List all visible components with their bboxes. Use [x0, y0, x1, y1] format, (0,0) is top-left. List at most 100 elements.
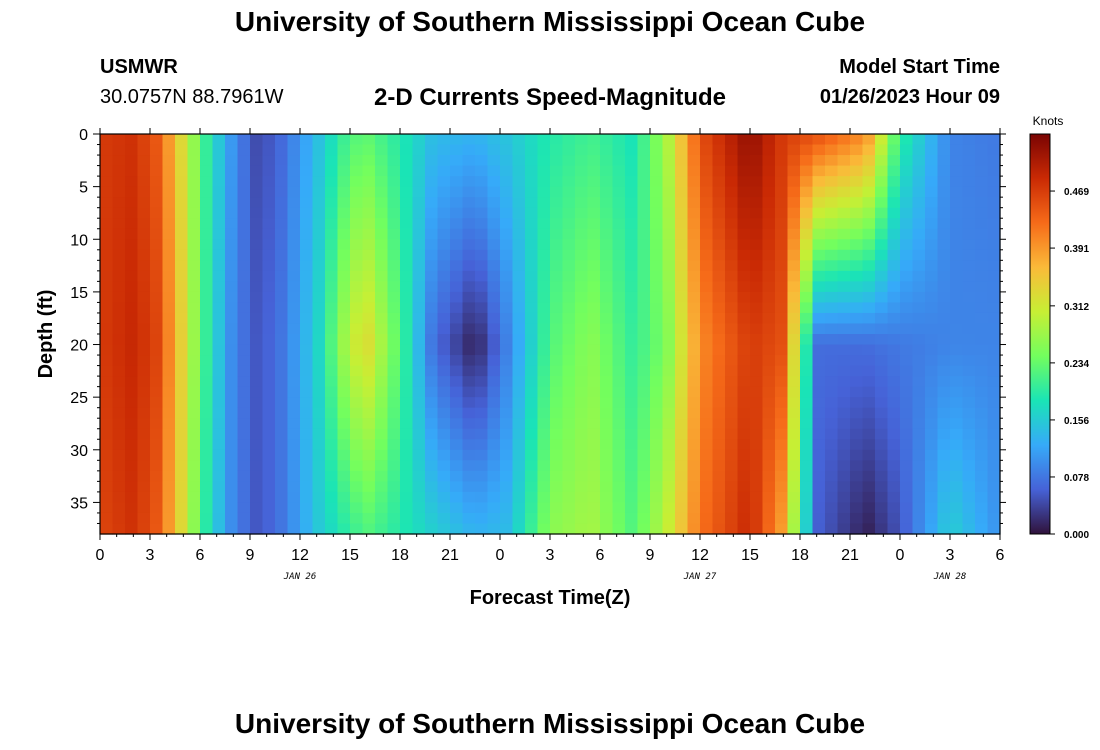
heatmap-cell	[437, 449, 451, 461]
heatmap-cell	[787, 439, 801, 451]
heatmap-cell	[862, 165, 876, 177]
heatmap-cell	[937, 260, 951, 272]
heatmap-cell	[125, 365, 139, 377]
heatmap-cell	[425, 407, 439, 419]
heatmap-cell	[425, 376, 439, 388]
heatmap-cell	[575, 481, 589, 493]
heatmap-cell	[650, 491, 664, 504]
heatmap-cell	[475, 218, 489, 230]
heatmap-cell	[912, 228, 926, 240]
heatmap-cell	[100, 512, 114, 525]
heatmap-cell	[100, 134, 114, 146]
heatmap-cell	[212, 134, 226, 146]
heatmap-cell	[875, 218, 889, 230]
heatmap-cell	[412, 470, 426, 482]
heatmap-cell	[162, 439, 176, 451]
heatmap-cell	[725, 207, 739, 219]
heatmap-cell	[875, 312, 889, 325]
heatmap-cell	[200, 439, 214, 451]
heatmap-cell	[350, 418, 364, 430]
heatmap-cell	[325, 407, 339, 419]
heatmap-cell	[362, 270, 376, 282]
heatmap-cell	[987, 439, 1001, 451]
heatmap-cell	[275, 491, 289, 504]
heatmap-cell	[887, 428, 901, 440]
heatmap-cell	[650, 218, 664, 230]
heatmap-cell	[850, 218, 864, 230]
heatmap-cell	[662, 439, 676, 451]
heatmap-cell	[175, 260, 189, 272]
x-axis-label: Forecast Time(Z)	[470, 587, 631, 609]
heatmap-cell	[737, 491, 751, 504]
heatmap-cell	[975, 407, 989, 419]
heatmap-cell	[950, 155, 964, 167]
heatmap-cell	[137, 418, 151, 430]
heatmap-cell	[975, 439, 989, 451]
heatmap-cell	[250, 460, 264, 472]
heatmap-cell	[675, 344, 689, 356]
heatmap-cell	[950, 291, 964, 304]
heatmap-cell	[975, 144, 989, 156]
heatmap-cell	[825, 155, 839, 167]
heatmap-cell	[600, 249, 614, 261]
heatmap-cell	[625, 376, 639, 388]
heatmap-cell	[937, 239, 951, 251]
heatmap-cell	[975, 386, 989, 398]
heatmap-cell	[662, 502, 676, 514]
heatmap-cell	[150, 228, 164, 240]
heatmap-cell	[750, 449, 764, 461]
heatmap-cell	[825, 481, 839, 493]
heatmap-cell	[675, 481, 689, 493]
heatmap-cell	[875, 376, 889, 388]
heatmap-cell	[387, 197, 401, 209]
heatmap-cell	[862, 207, 876, 219]
heatmap-cell	[487, 376, 501, 388]
heatmap-cell	[187, 134, 201, 146]
heatmap-cell	[187, 502, 201, 514]
heatmap-cell	[150, 239, 164, 251]
heatmap-cell	[562, 165, 576, 177]
heatmap-cell	[687, 502, 701, 514]
heatmap-cell	[637, 134, 651, 146]
heatmap-cell	[400, 365, 414, 377]
heatmap-cell	[887, 239, 901, 251]
heatmap-cell	[475, 418, 489, 430]
heatmap-cell	[625, 291, 639, 304]
heatmap-cell	[225, 365, 239, 377]
heatmap-cell	[675, 397, 689, 409]
heatmap-cell	[512, 344, 526, 356]
heatmap-cell	[512, 491, 526, 504]
heatmap-cell	[375, 207, 389, 219]
heatmap-cell	[237, 502, 251, 514]
heatmap-cell	[450, 144, 464, 156]
heatmap-cell	[387, 144, 401, 156]
heatmap-cell	[637, 355, 651, 367]
heatmap-cell	[962, 291, 976, 304]
heatmap-cell	[187, 460, 201, 472]
heatmap-cell	[125, 239, 139, 251]
heatmap-cell	[550, 481, 564, 493]
heatmap-cell	[700, 407, 714, 419]
heatmap-cell	[437, 165, 451, 177]
heatmap-cell	[737, 502, 751, 514]
heatmap-cell	[587, 186, 601, 198]
heatmap-cell	[825, 491, 839, 504]
heatmap-cell	[850, 491, 864, 504]
heatmap-cell	[850, 418, 864, 430]
heatmap-cell	[212, 355, 226, 367]
heatmap-cell	[225, 228, 239, 240]
heatmap-cell	[812, 502, 826, 514]
heatmap-cell	[125, 397, 139, 409]
heatmap-cell	[750, 197, 764, 209]
x-tick-label: 0	[96, 547, 105, 564]
heatmap-cell	[837, 270, 851, 282]
heatmap-cell	[675, 302, 689, 314]
heatmap-cell	[200, 376, 214, 388]
heatmap-cell	[937, 281, 951, 293]
heatmap-cell	[350, 523, 364, 535]
heatmap-cell	[187, 312, 201, 325]
heatmap-cell	[587, 197, 601, 209]
heatmap-cell	[337, 134, 351, 146]
heatmap-cell	[812, 260, 826, 272]
heatmap-cell	[612, 344, 626, 356]
